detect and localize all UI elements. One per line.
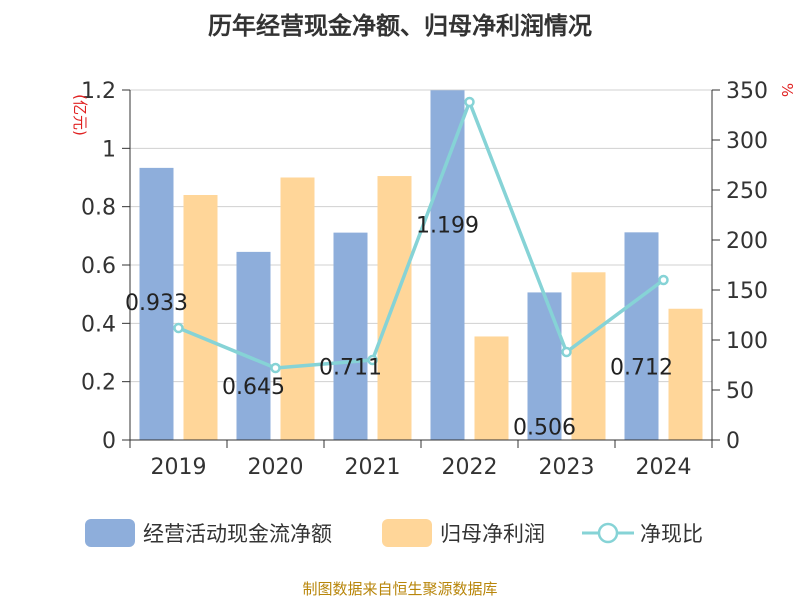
x-axis-tick-label: 2019 — [151, 455, 207, 480]
right-axis-tick-label: 150 — [726, 279, 768, 304]
left-axis-tick-label: 0.2 — [81, 371, 116, 396]
point-ratio — [272, 364, 280, 372]
right-axis-tick-label: 300 — [726, 129, 768, 154]
x-axis-tick-label: 2021 — [345, 455, 401, 480]
x-axis-tick-label: 2023 — [539, 455, 595, 480]
data-label-cashflow: 0.645 — [222, 375, 285, 400]
bar-cashflow — [625, 232, 659, 440]
legend-swatch-cashflow — [85, 519, 135, 547]
legend-label-ratio: 净现比 — [640, 518, 703, 548]
legend-swatch-ratio — [582, 519, 634, 547]
x-axis-tick-label: 2020 — [248, 455, 304, 480]
bar-netprofit — [669, 309, 703, 440]
data-label-cashflow: 1.199 — [416, 213, 479, 238]
legend-label-cashflow: 经营活动现金流净额 — [143, 518, 332, 548]
x-axis-tick-label: 2024 — [636, 455, 692, 480]
point-ratio — [660, 276, 668, 284]
right-axis-tick-label: 0 — [726, 429, 740, 454]
bar-netprofit — [281, 178, 315, 441]
data-label-cashflow: 0.933 — [125, 291, 188, 316]
point-ratio — [466, 98, 474, 106]
right-axis-tick-label: 50 — [726, 379, 754, 404]
bar-cashflow — [237, 252, 271, 440]
right-axis-tick-label: 250 — [726, 179, 768, 204]
legend-item-ratio[interactable]: 净现比 — [582, 518, 703, 548]
legend-label-netprofit: 归母净利润 — [440, 518, 545, 548]
bar-netprofit — [378, 176, 412, 440]
bar-netprofit — [572, 272, 606, 440]
left-axis-tick-label: 0 — [102, 429, 116, 454]
right-axis-tick-label: 200 — [726, 229, 768, 254]
legend-swatch-netprofit — [382, 519, 432, 547]
bar-netprofit — [184, 195, 218, 440]
bar-cashflow — [431, 90, 465, 440]
right-axis-unit: % — [778, 83, 796, 97]
data-label-cashflow: 0.712 — [610, 355, 673, 380]
data-label-cashflow: 0.711 — [319, 356, 382, 381]
right-axis-tick-label: 100 — [726, 329, 768, 354]
point-ratio — [563, 348, 571, 356]
legend-item-cashflow[interactable]: 经营活动现金流净额 — [85, 518, 332, 548]
point-ratio — [175, 324, 183, 332]
bar-cashflow — [334, 233, 368, 440]
left-axis-tick-label: 0.6 — [81, 254, 116, 279]
x-axis-tick-label: 2022 — [442, 455, 498, 480]
left-axis-tick-label: 1 — [102, 137, 116, 162]
right-axis-tick-label: 350 — [726, 79, 768, 104]
data-label-cashflow: 0.506 — [513, 415, 576, 440]
chart-svg: 00.20.40.60.811.2050100150200250300350(亿… — [0, 0, 800, 600]
bar-netprofit — [475, 336, 509, 440]
left-axis-tick-label: 0.8 — [81, 196, 116, 221]
source-note: 制图数据来自恒生聚源数据库 — [0, 578, 800, 599]
left-axis-tick-label: 0.4 — [81, 312, 116, 337]
left-axis-unit: (亿元) — [71, 94, 89, 136]
legend-item-netprofit[interactable]: 归母净利润 — [382, 518, 545, 548]
